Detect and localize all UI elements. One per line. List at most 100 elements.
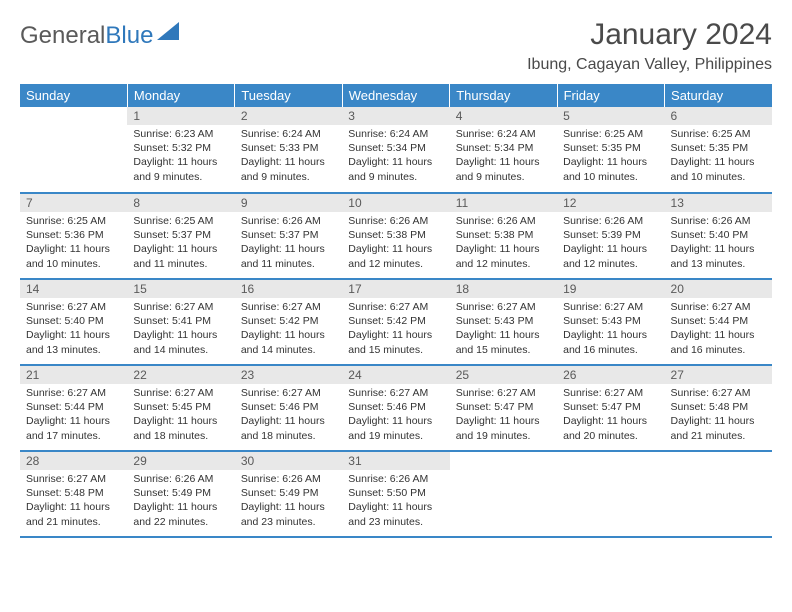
sunset-text: Sunset: 5:41 PM — [133, 314, 228, 328]
daylight-text: Daylight: 11 hours and 11 minutes. — [241, 242, 336, 270]
calendar-head: SundayMondayTuesdayWednesdayThursdayFrid… — [20, 84, 772, 107]
day-number: 20 — [665, 280, 772, 298]
daylight-text: Daylight: 11 hours and 16 minutes. — [563, 328, 658, 356]
day-body: Sunrise: 6:27 AMSunset: 5:48 PMDaylight:… — [20, 470, 127, 533]
calendar-cell — [557, 451, 664, 537]
day-body: Sunrise: 6:25 AMSunset: 5:37 PMDaylight:… — [127, 212, 234, 275]
sunrise-text: Sunrise: 6:25 AM — [133, 214, 228, 228]
calendar-cell: 24Sunrise: 6:27 AMSunset: 5:46 PMDayligh… — [342, 365, 449, 451]
weekday-header: Wednesday — [342, 84, 449, 107]
day-body: Sunrise: 6:27 AMSunset: 5:44 PMDaylight:… — [665, 298, 772, 361]
sunrise-text: Sunrise: 6:26 AM — [133, 472, 228, 486]
sunset-text: Sunset: 5:37 PM — [133, 228, 228, 242]
day-body: Sunrise: 6:27 AMSunset: 5:44 PMDaylight:… — [20, 384, 127, 447]
calendar-cell: 27Sunrise: 6:27 AMSunset: 5:48 PMDayligh… — [665, 365, 772, 451]
daylight-text: Daylight: 11 hours and 9 minutes. — [456, 155, 551, 183]
day-body: Sunrise: 6:27 AMSunset: 5:41 PMDaylight:… — [127, 298, 234, 361]
daylight-text: Daylight: 11 hours and 9 minutes. — [348, 155, 443, 183]
day-body: Sunrise: 6:26 AMSunset: 5:38 PMDaylight:… — [342, 212, 449, 275]
day-number: 19 — [557, 280, 664, 298]
triangle-icon — [157, 19, 179, 47]
daylight-text: Daylight: 11 hours and 22 minutes. — [133, 500, 228, 528]
month-title: January 2024 — [527, 18, 772, 52]
day-number: 24 — [342, 366, 449, 384]
daylight-text: Daylight: 11 hours and 14 minutes. — [241, 328, 336, 356]
sunset-text: Sunset: 5:34 PM — [456, 141, 551, 155]
brand-part2: Blue — [105, 22, 153, 50]
day-number: 13 — [665, 194, 772, 212]
sunset-text: Sunset: 5:48 PM — [26, 486, 121, 500]
day-number: 21 — [20, 366, 127, 384]
sunrise-text: Sunrise: 6:27 AM — [133, 386, 228, 400]
calendar-cell: 31Sunrise: 6:26 AMSunset: 5:50 PMDayligh… — [342, 451, 449, 537]
day-body: Sunrise: 6:26 AMSunset: 5:40 PMDaylight:… — [665, 212, 772, 275]
sunset-text: Sunset: 5:40 PM — [26, 314, 121, 328]
calendar-cell: 5Sunrise: 6:25 AMSunset: 5:35 PMDaylight… — [557, 107, 664, 193]
day-number: 1 — [127, 107, 234, 125]
sunset-text: Sunset: 5:40 PM — [671, 228, 766, 242]
sunset-text: Sunset: 5:45 PM — [133, 400, 228, 414]
sunrise-text: Sunrise: 6:27 AM — [671, 386, 766, 400]
day-number: 12 — [557, 194, 664, 212]
sunrise-text: Sunrise: 6:27 AM — [241, 386, 336, 400]
calendar-body: 1Sunrise: 6:23 AMSunset: 5:32 PMDaylight… — [20, 107, 772, 537]
calendar-cell — [450, 451, 557, 537]
day-number: 10 — [342, 194, 449, 212]
sunrise-text: Sunrise: 6:27 AM — [241, 300, 336, 314]
calendar-table: SundayMondayTuesdayWednesdayThursdayFrid… — [20, 84, 772, 538]
calendar-cell: 9Sunrise: 6:26 AMSunset: 5:37 PMDaylight… — [235, 193, 342, 279]
calendar-cell: 28Sunrise: 6:27 AMSunset: 5:48 PMDayligh… — [20, 451, 127, 537]
calendar-cell: 3Sunrise: 6:24 AMSunset: 5:34 PMDaylight… — [342, 107, 449, 193]
sunset-text: Sunset: 5:47 PM — [456, 400, 551, 414]
sunset-text: Sunset: 5:43 PM — [563, 314, 658, 328]
sunset-text: Sunset: 5:42 PM — [348, 314, 443, 328]
day-number: 31 — [342, 452, 449, 470]
title-block: January 2024 Ibung, Cagayan Valley, Phil… — [527, 18, 772, 74]
sunrise-text: Sunrise: 6:27 AM — [563, 300, 658, 314]
calendar-cell: 4Sunrise: 6:24 AMSunset: 5:34 PMDaylight… — [450, 107, 557, 193]
day-body: Sunrise: 6:26 AMSunset: 5:38 PMDaylight:… — [450, 212, 557, 275]
day-body: Sunrise: 6:26 AMSunset: 5:39 PMDaylight:… — [557, 212, 664, 275]
sunset-text: Sunset: 5:39 PM — [563, 228, 658, 242]
calendar-cell: 30Sunrise: 6:26 AMSunset: 5:49 PMDayligh… — [235, 451, 342, 537]
day-body: Sunrise: 6:26 AMSunset: 5:49 PMDaylight:… — [235, 470, 342, 533]
daylight-text: Daylight: 11 hours and 14 minutes. — [133, 328, 228, 356]
sunset-text: Sunset: 5:33 PM — [241, 141, 336, 155]
daylight-text: Daylight: 11 hours and 11 minutes. — [133, 242, 228, 270]
day-number: 16 — [235, 280, 342, 298]
sunrise-text: Sunrise: 6:23 AM — [133, 127, 228, 141]
day-number: 22 — [127, 366, 234, 384]
day-number: 25 — [450, 366, 557, 384]
day-body: Sunrise: 6:23 AMSunset: 5:32 PMDaylight:… — [127, 125, 234, 188]
day-number: 5 — [557, 107, 664, 125]
day-number: 2 — [235, 107, 342, 125]
calendar-cell: 2Sunrise: 6:24 AMSunset: 5:33 PMDaylight… — [235, 107, 342, 193]
day-body: Sunrise: 6:26 AMSunset: 5:50 PMDaylight:… — [342, 470, 449, 533]
sunrise-text: Sunrise: 6:27 AM — [26, 386, 121, 400]
day-body: Sunrise: 6:24 AMSunset: 5:33 PMDaylight:… — [235, 125, 342, 188]
day-number: 8 — [127, 194, 234, 212]
daylight-text: Daylight: 11 hours and 20 minutes. — [563, 414, 658, 442]
calendar-row: 1Sunrise: 6:23 AMSunset: 5:32 PMDaylight… — [20, 107, 772, 193]
day-number: 6 — [665, 107, 772, 125]
calendar-row: 7Sunrise: 6:25 AMSunset: 5:36 PMDaylight… — [20, 193, 772, 279]
calendar-cell: 15Sunrise: 6:27 AMSunset: 5:41 PMDayligh… — [127, 279, 234, 365]
weekday-header: Thursday — [450, 84, 557, 107]
sunset-text: Sunset: 5:42 PM — [241, 314, 336, 328]
sunrise-text: Sunrise: 6:27 AM — [133, 300, 228, 314]
daylight-text: Daylight: 11 hours and 12 minutes. — [563, 242, 658, 270]
brand-logo: GeneralBlue — [20, 18, 179, 50]
sunrise-text: Sunrise: 6:26 AM — [563, 214, 658, 228]
day-body: Sunrise: 6:27 AMSunset: 5:47 PMDaylight:… — [450, 384, 557, 447]
calendar-page: GeneralBlue January 2024 Ibung, Cagayan … — [0, 0, 792, 556]
daylight-text: Daylight: 11 hours and 10 minutes. — [26, 242, 121, 270]
weekday-header: Monday — [127, 84, 234, 107]
sunrise-text: Sunrise: 6:25 AM — [671, 127, 766, 141]
day-body: Sunrise: 6:26 AMSunset: 5:49 PMDaylight:… — [127, 470, 234, 533]
sunrise-text: Sunrise: 6:26 AM — [671, 214, 766, 228]
day-body: Sunrise: 6:27 AMSunset: 5:42 PMDaylight:… — [235, 298, 342, 361]
calendar-cell: 25Sunrise: 6:27 AMSunset: 5:47 PMDayligh… — [450, 365, 557, 451]
sunset-text: Sunset: 5:49 PM — [241, 486, 336, 500]
sunrise-text: Sunrise: 6:27 AM — [26, 300, 121, 314]
day-number: 9 — [235, 194, 342, 212]
